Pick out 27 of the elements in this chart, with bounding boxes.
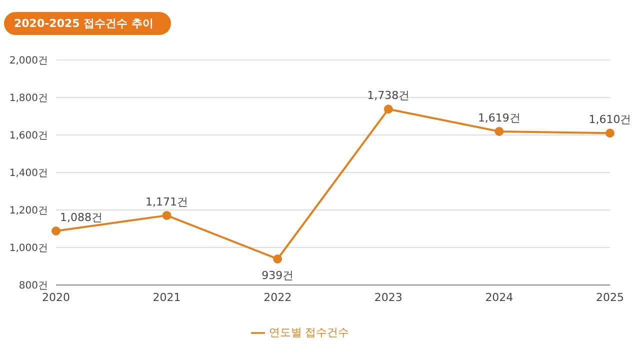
point (273, 254, 282, 264)
x-tick-label: 2021 (152, 290, 181, 304)
x-tick-label: 2024 (485, 290, 514, 304)
legend-label: 연도별 접수건수 (268, 326, 350, 339)
data-label: 1,088건 (60, 211, 102, 224)
data-label: 939건 (262, 268, 294, 282)
y-tick-label: 1,400건 (9, 168, 48, 180)
x-tick-label: 2020 (42, 290, 70, 304)
point (494, 126, 504, 136)
y-tick-label: 1,600건 (9, 130, 48, 142)
x-tick-label: 2023 (374, 290, 402, 304)
data-label: 1,610건 (588, 113, 632, 126)
point (52, 226, 60, 236)
y-tick-label: 800건 (18, 280, 48, 292)
y-tick-label: 1,200건 (9, 206, 48, 217)
data-label: 1,171건 (146, 195, 188, 208)
point (384, 104, 393, 114)
y-tick-label: 1,000건 (9, 243, 48, 254)
point (162, 210, 172, 220)
y-tick-label: 1,800건 (9, 93, 48, 104)
x-tick-label: 2025 (596, 290, 624, 304)
x-tick-label: 2022 (264, 290, 292, 304)
y-tick-label: 2,000건 (9, 56, 48, 67)
point (606, 128, 614, 138)
data-label: 1,619건 (478, 111, 520, 124)
data-label: 1,738건 (367, 89, 410, 102)
chart-title: 2020-2025 접수건수 추이 (4, 12, 172, 35)
